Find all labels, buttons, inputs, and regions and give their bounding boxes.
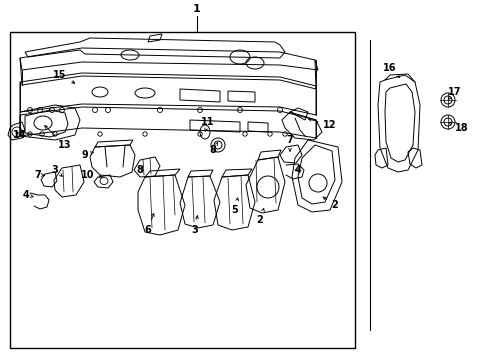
- Text: 2: 2: [323, 197, 338, 210]
- Text: 18: 18: [448, 122, 468, 133]
- Text: 1: 1: [193, 4, 201, 14]
- Text: 9: 9: [81, 150, 94, 160]
- Text: 16: 16: [383, 63, 399, 78]
- Text: 7: 7: [286, 135, 293, 151]
- Text: 6: 6: [144, 213, 154, 235]
- Text: 12: 12: [308, 118, 336, 130]
- Text: 4: 4: [294, 165, 301, 175]
- Text: 13: 13: [44, 126, 72, 150]
- Text: 4: 4: [22, 190, 33, 200]
- Text: 11: 11: [201, 117, 214, 131]
- Text: 5: 5: [231, 198, 238, 215]
- Text: 15: 15: [53, 70, 75, 83]
- Text: 3: 3: [52, 165, 62, 176]
- Text: 14: 14: [13, 130, 27, 140]
- Text: 8: 8: [209, 142, 218, 155]
- Text: 2: 2: [256, 208, 264, 225]
- Text: 3: 3: [191, 216, 198, 235]
- Text: 8: 8: [136, 165, 143, 175]
- Text: 7: 7: [35, 170, 44, 180]
- Bar: [10, 32, 354, 348]
- Text: 17: 17: [447, 87, 461, 100]
- Text: 10: 10: [81, 170, 102, 180]
